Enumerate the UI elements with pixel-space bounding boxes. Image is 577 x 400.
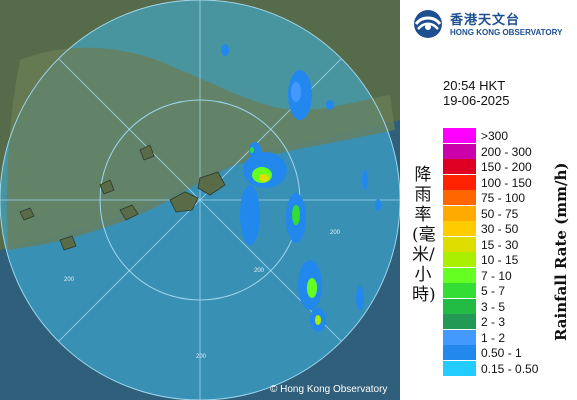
legend-swatch: [443, 360, 476, 376]
radial-lines: [0, 0, 400, 400]
legend-label: 100 - 150: [481, 175, 532, 190]
legend-item: >300: [443, 128, 563, 144]
legend-label: 0.50 - 1: [481, 346, 522, 360]
legend-label: 200 - 300: [481, 144, 532, 159]
legend-item: 0.50 - 1: [443, 345, 563, 361]
copyright-text: © Hong Kong Observatory: [270, 384, 388, 395]
legend-panel: [400, 0, 577, 400]
range-label: 200: [330, 230, 341, 236]
rain-echoes: [221, 44, 381, 332]
legend-item: 50 - 75: [443, 205, 563, 222]
rainfall-legend: >300 200 - 300 150 - 200 100 - 150 75 - 100 5…: [443, 128, 563, 376]
legend-label: 75 - 100: [481, 191, 526, 205]
legend-label: 3 - 5: [481, 299, 506, 314]
range-label: 200: [196, 354, 207, 360]
legend-label: 150 - 200: [481, 160, 532, 174]
legend-label: 5 - 7: [481, 284, 506, 298]
legend-item: 75 - 100: [443, 190, 563, 206]
logo-name-en: HONG KONG OBSERVATORY: [450, 28, 563, 37]
legend-label: >300: [481, 129, 509, 143]
radar-map: 200 200 200 200: [0, 0, 400, 400]
legend-item: 100 - 150: [443, 174, 563, 191]
legend-item: 150 - 200: [443, 159, 563, 175]
islands: [19, 144, 226, 251]
legend-swatch: [443, 236, 476, 252]
legend-label: 30 - 50: [481, 222, 519, 236]
logo-name-cn: 香港天文台: [450, 13, 521, 28]
legend-label: 50 - 75: [481, 206, 519, 221]
legend-label: 7 - 10: [481, 268, 512, 283]
hko-emblem-icon: [414, 10, 442, 38]
legend-item: 7 - 10: [443, 267, 563, 284]
hko-logo: 香港天文台 HONG KONG OBSERVATORY: [412, 6, 572, 42]
legend-label: 1 - 2: [481, 330, 506, 345]
range-label: 200: [64, 277, 75, 283]
legend-swatch: [443, 283, 476, 298]
legend-swatch: [443, 159, 476, 174]
legend-item: 1 - 2: [443, 329, 563, 346]
legend-title-cn: 降雨率(毫米/小時): [412, 165, 436, 305]
legend-swatch: [443, 205, 476, 221]
radar-time: 20:54 HKT: [443, 78, 506, 93]
legend-item: 30 - 50: [443, 221, 563, 237]
legend-swatch: [443, 314, 476, 329]
legend-swatch: [443, 298, 476, 314]
legend-swatch: [443, 143, 476, 159]
legend-item: 2 - 3: [443, 314, 563, 330]
range-label: 200: [254, 268, 265, 274]
radar-date: 19-06-2025: [443, 93, 510, 108]
legend-item: 10 - 15: [443, 252, 563, 268]
legend-label: 0.15 - 0.50: [481, 361, 539, 376]
legend-swatch: [443, 221, 476, 236]
legend-label: 2 - 3: [481, 315, 506, 329]
legend-swatch: [443, 267, 476, 283]
legend-item: 0.15 - 0.50: [443, 360, 563, 377]
legend-item: 200 - 300: [443, 143, 563, 160]
land-overlay: [6, 47, 395, 250]
legend-item: 15 - 30: [443, 236, 563, 253]
legend-swatch: [443, 190, 476, 205]
legend-swatch: [443, 174, 476, 190]
legend-swatch: [443, 329, 476, 345]
legend-swatch: [443, 345, 476, 360]
legend-label: 15 - 30: [481, 237, 519, 252]
legend-item: 5 - 7: [443, 283, 563, 299]
legend-item: 3 - 5: [443, 298, 563, 315]
legend-label: 10 - 15: [481, 253, 519, 267]
legend-swatch: [443, 128, 476, 143]
legend-swatch: [443, 252, 476, 267]
